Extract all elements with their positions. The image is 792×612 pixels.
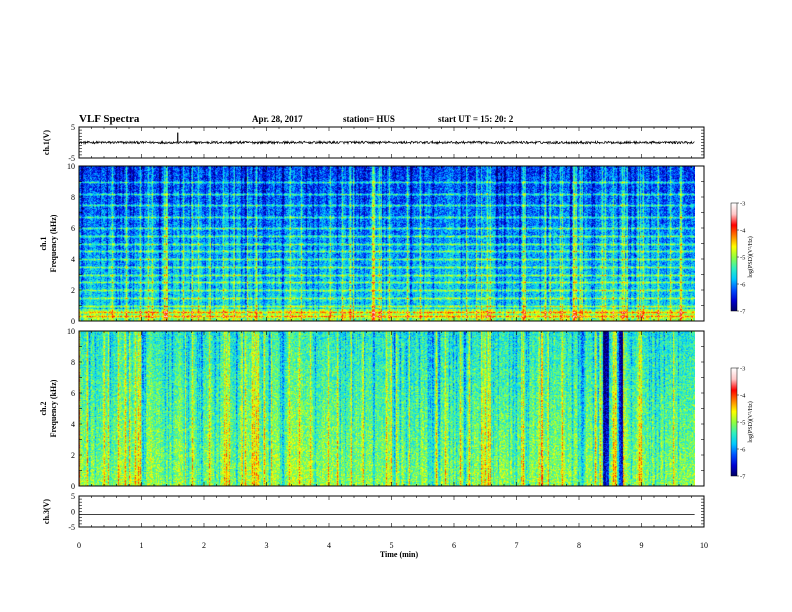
xaxis-tick-label: 9 [640, 541, 644, 550]
date-label: Apr. 28, 2017 [252, 114, 303, 124]
ch2-colorbar-tick-label: -6 [740, 447, 746, 454]
ch2-spectrogram-ytick-label: 6 [71, 389, 75, 398]
ch1-waveform-ytick-label: 5 [71, 123, 75, 132]
ch1-spectrogram-ytick-label: 4 [71, 255, 75, 264]
ch3-waveform-frame [78, 495, 705, 528]
ch3-waveform-panel: 5 0 -5 ch.3(V) [42, 492, 705, 532]
figure-title: VLF Spectra [79, 113, 140, 125]
ch1-spectrogram-ytick-label: 8 [71, 193, 75, 202]
xaxis-tick-label: 7 [515, 541, 519, 550]
start-time-label: start UT = 15: 20: 2 [438, 114, 514, 124]
ch1-colorbar-tick-label: -5 [740, 255, 745, 262]
ch1-colorbar-tick-label: -4 [740, 228, 746, 235]
ch1-spectrogram-ytick-label: 10 [67, 162, 75, 171]
xaxis-tick-label: 8 [577, 541, 581, 550]
ch2-spectrogram-ytick-label: 4 [71, 420, 75, 429]
xaxis-tick-label: 10 [700, 541, 708, 550]
ch2-spectrogram-ytick-label: 8 [71, 358, 75, 367]
ch2-spectrogram-ylabel: Frequency (kHz) [49, 379, 58, 437]
ch1-spectrogram-ytick-label: 6 [71, 224, 75, 233]
ch2-colorbar-gradient [731, 368, 737, 476]
ch2-spectrogram-heatmap [79, 331, 695, 486]
ch1-colorbar-tick-label: -3 [740, 201, 745, 208]
ch2-spectrogram-ylabel: ch.2 [39, 402, 48, 416]
ch1-spectrogram-ylabel: Frequency (kHz) [49, 214, 58, 272]
ch2-spectrogram-ytick-label: 10 [67, 327, 75, 336]
ch2-colorbar: -3 -4 -5 -6 -7 log(PSD)(V²/Hz) [730, 366, 754, 481]
xaxis-tick-label: 5 [390, 541, 394, 550]
ch1-spectrogram-ytick-label: 0 [71, 317, 75, 326]
ch1-spectrogram-panel: 0 2 4 6 8 10 ch.1 Frequency (kHz) [39, 162, 705, 326]
ch1-colorbar-tick-label: -7 [740, 309, 746, 316]
ch2-spectrogram-ytick-label: 0 [71, 482, 75, 491]
ch1-colorbar-tick-label: -6 [740, 282, 746, 289]
ch1-colorbar: -3 -4 -5 -6 -7 log(PSD)(V²/Hz) [730, 201, 754, 316]
ch1-colorbar-label: log(PSD)(V²/Hz) [747, 236, 754, 277]
ch1-spectrogram-heatmap [79, 166, 695, 321]
xaxis-tick-label: 3 [265, 541, 269, 550]
xaxis-tick-label: 1 [140, 541, 144, 550]
ch2-colorbar-label: log(PSD)(V²/Hz) [747, 401, 754, 442]
ch3-waveform-ytick-label: -5 [68, 523, 75, 532]
ch1-waveform-panel: 5 -5 ch.1(V) [42, 123, 705, 163]
ch2-spectrogram-ytick-label: 2 [71, 451, 75, 460]
xaxis-tick-label: 2 [202, 541, 206, 550]
ch3-waveform-ytick-label: 5 [71, 492, 75, 501]
ch1-spectrogram-ytick-label: 2 [71, 286, 75, 295]
ch1-waveform-ylabel: ch.1(V) [42, 130, 51, 155]
time-axis: Time (min) 0 1 2 3 4 5 6 7 8 9 10 [77, 541, 708, 559]
xaxis-tick-label: 6 [452, 541, 456, 550]
ch2-colorbar-tick-label: -3 [740, 366, 745, 373]
ch2-spectrogram-panel: 0 2 4 6 8 10 ch.2 Frequency (kHz) [39, 327, 705, 491]
xaxis-label: Time (min) [380, 550, 419, 559]
ch3-waveform-ylabel: ch.3(V) [42, 499, 51, 524]
ch3-waveform-ytick-label: 0 [71, 508, 75, 517]
ch2-colorbar-tick-label: -4 [740, 393, 746, 400]
ch2-colorbar-tick-label: -5 [740, 420, 745, 427]
ch1-waveform-ytick-label: -5 [68, 154, 75, 163]
xaxis-tick-label: 0 [77, 541, 81, 550]
ch1-colorbar-gradient [731, 203, 737, 311]
ch1-spectrogram-ylabel: ch.1 [39, 237, 48, 251]
ch2-colorbar-tick-label: -7 [740, 474, 746, 481]
xaxis-tick-label: 4 [327, 541, 331, 550]
ch1-waveform-trace [78, 139, 695, 146]
station-label: station= HUS [343, 114, 395, 124]
